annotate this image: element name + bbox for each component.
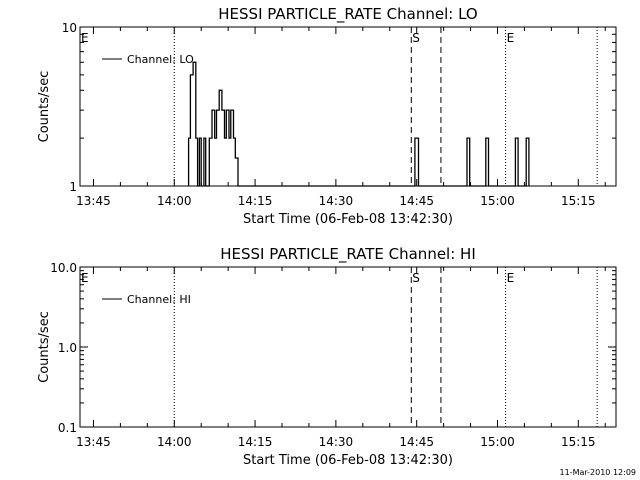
x-tick-label: 14:00: [157, 194, 192, 208]
timestamp-label: 11-Mar-2010 12:09: [560, 468, 637, 477]
y-tick-label: 0.1: [58, 421, 77, 435]
y-tick-label: 10: [62, 21, 77, 35]
x-axis-label: Start Time (06-Feb-08 13:42:30): [243, 453, 453, 468]
x-tick-label: 14:45: [399, 194, 434, 208]
chart-title: HESSI PARTICLE_RATE Channel: LO: [218, 5, 477, 24]
chart-title: HESSI PARTICLE_RATE Channel: HI: [220, 245, 476, 264]
event-marker-label: E: [81, 271, 89, 285]
y-tick-label: 1.0: [58, 341, 77, 355]
x-tick-label: 13:45: [76, 435, 111, 449]
x-tick-label: 13:45: [76, 194, 111, 208]
legend-label: Channel: HI: [127, 293, 191, 306]
y-tick-label: 10.0: [50, 261, 77, 275]
y-axis-label: Counts/sec: [37, 311, 52, 383]
x-tick-label: 14:15: [238, 194, 273, 208]
x-tick-label: 14:15: [238, 435, 273, 449]
x-tick-label: 14:45: [399, 435, 434, 449]
x-tick-label: 14:30: [319, 435, 354, 449]
chart-panel-1: HESSI PARTICLE_RATE Channel: HI 13:45 14:0…: [37, 245, 617, 468]
event-marker-label: E: [81, 31, 89, 45]
x-tick-label: 15:15: [561, 194, 596, 208]
x-tick-label: 14:00: [157, 435, 192, 449]
x-tick-label: 15:15: [561, 435, 596, 449]
x-tick-label: 15:00: [480, 194, 515, 208]
x-tick-label: 14:30: [319, 194, 354, 208]
y-tick-label: 1: [69, 180, 77, 194]
y-axis-label: Counts/sec: [37, 71, 52, 143]
x-tick-label: 15:00: [480, 435, 515, 449]
chart-panel-0: HESSI PARTICLE_RATE Channel: LO 13:45 14:0…: [37, 5, 617, 227]
event-marker-label: E: [507, 271, 515, 285]
x-axis-label: Start Time (06-Feb-08 13:42:30): [243, 212, 453, 227]
event-marker-label: S: [412, 271, 420, 285]
series-line-0: [187, 61, 530, 187]
legend-label: Channel: LO: [127, 53, 194, 66]
event-marker-label: E: [507, 31, 515, 45]
event-marker-label: S: [412, 31, 420, 45]
